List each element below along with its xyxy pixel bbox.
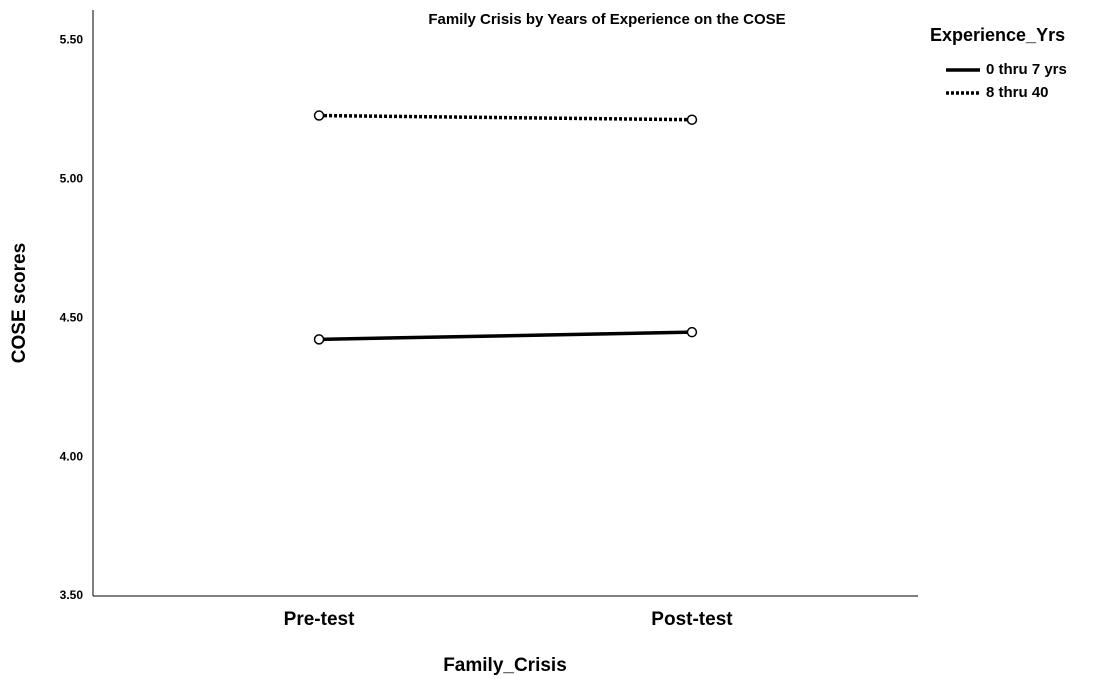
data-point — [686, 326, 698, 338]
series-line — [319, 330, 692, 342]
x-axis-label: Family_Crisis — [443, 655, 567, 676]
x-tick-label: Post-test — [651, 609, 733, 630]
chart-title: Family Crisis by Years of Experience on … — [428, 11, 785, 28]
y-tick-label: 4.00 — [60, 449, 84, 463]
y-tick-label: 5.50 — [60, 33, 84, 47]
data-point — [686, 114, 698, 125]
y-tick-label: 4.50 — [60, 310, 84, 324]
series-line — [319, 113, 692, 122]
y-tick-label: 3.50 — [60, 588, 84, 602]
x-tick-label: Pre-test — [284, 609, 355, 630]
y-axis-label: COSE scores — [9, 243, 30, 363]
y-tick-label: 5.00 — [60, 172, 84, 186]
data-point — [313, 110, 325, 121]
legend-label: 0 thru 7 yrs — [986, 61, 1067, 78]
legend-label: 8 thru 40 — [986, 84, 1049, 101]
data-point — [313, 334, 325, 345]
legend-title: Experience_Yrs — [930, 25, 1065, 45]
